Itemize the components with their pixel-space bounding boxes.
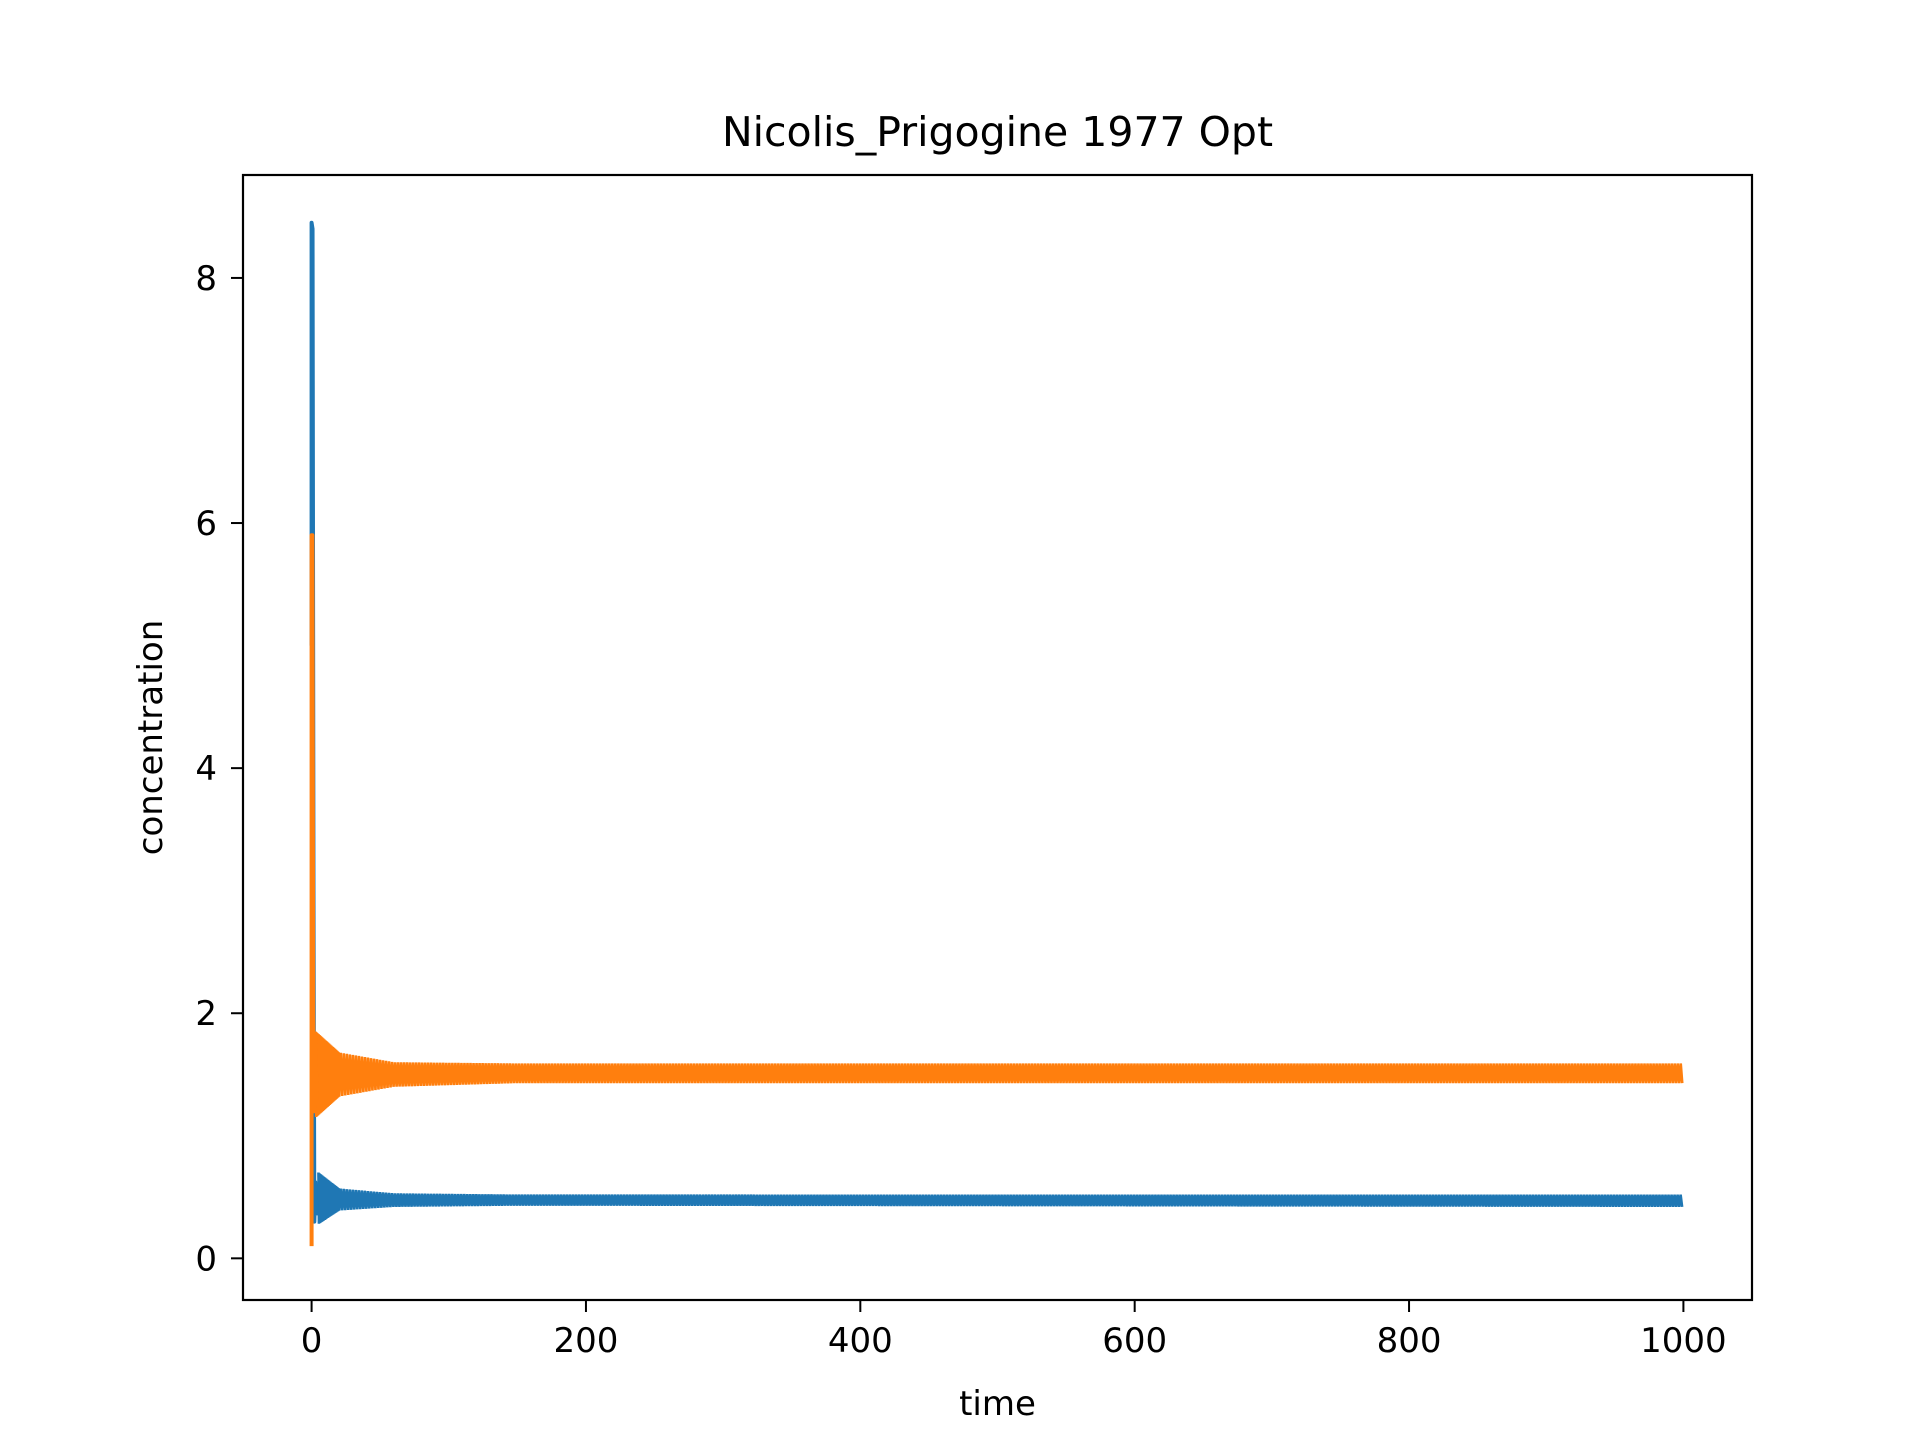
chart-title: Nicolis_Prigogine 1977 Opt xyxy=(722,108,1273,156)
x-tick-label: 400 xyxy=(828,1321,893,1361)
y-tick-label: 6 xyxy=(195,504,217,544)
plot-frame xyxy=(241,173,1754,1302)
y-tick-label: 2 xyxy=(195,994,217,1034)
series-layer xyxy=(309,220,1684,1247)
series-0-oscillation xyxy=(317,1172,1684,1224)
x-tick-label: 600 xyxy=(1102,1321,1167,1361)
y-tick-label: 8 xyxy=(195,259,217,299)
x-tick-label: 0 xyxy=(301,1321,323,1361)
series-1-transient xyxy=(309,533,319,1247)
x-tick-label: 800 xyxy=(1377,1321,1442,1361)
ticks-layer: 0 200 400 600 800 1000 0 2 4 6 8 xyxy=(195,259,1726,1361)
series-1-line xyxy=(309,533,1684,1247)
y-axis-label: concentration xyxy=(131,620,171,855)
x-axis-label: time xyxy=(959,1384,1036,1424)
y-tick-label: 0 xyxy=(195,1239,217,1279)
series-1-oscillation xyxy=(314,1031,1684,1117)
x-tick-label: 200 xyxy=(554,1321,619,1361)
x-tick-label: 1000 xyxy=(1640,1321,1727,1361)
y-tick-label: 4 xyxy=(195,749,217,789)
